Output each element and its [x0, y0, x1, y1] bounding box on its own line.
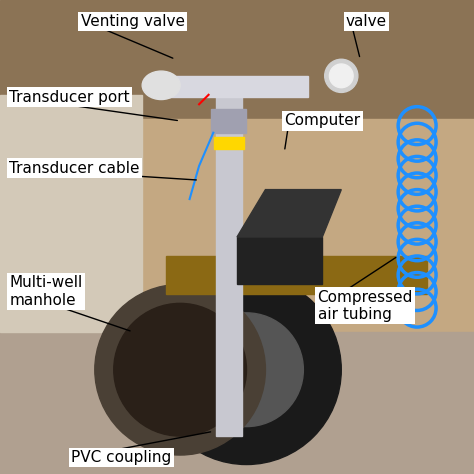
- Bar: [214, 137, 244, 149]
- Ellipse shape: [142, 71, 180, 100]
- Text: Venting valve: Venting valve: [81, 14, 184, 29]
- Bar: [0, 332, 474, 474]
- Bar: [0, 118, 474, 332]
- Circle shape: [95, 284, 265, 455]
- Bar: [0, 95, 142, 332]
- Text: valve: valve: [346, 14, 387, 29]
- Bar: [211, 109, 246, 133]
- Text: Computer: Computer: [284, 113, 361, 128]
- Polygon shape: [237, 190, 341, 237]
- Text: Multi-well
manhole: Multi-well manhole: [9, 275, 83, 308]
- Text: PVC coupling: PVC coupling: [71, 450, 171, 465]
- Bar: [0, 0, 474, 118]
- Bar: [156, 76, 308, 97]
- Bar: [166, 256, 427, 294]
- Text: Transducer port: Transducer port: [9, 90, 130, 105]
- Circle shape: [325, 59, 358, 92]
- Circle shape: [114, 303, 246, 436]
- Bar: [237, 237, 322, 284]
- Circle shape: [152, 275, 341, 465]
- Bar: [216, 81, 242, 436]
- Circle shape: [190, 313, 303, 427]
- Circle shape: [329, 64, 353, 88]
- Text: Compressed
air tubing: Compressed air tubing: [318, 290, 413, 322]
- Text: Transducer cable: Transducer cable: [9, 161, 140, 176]
